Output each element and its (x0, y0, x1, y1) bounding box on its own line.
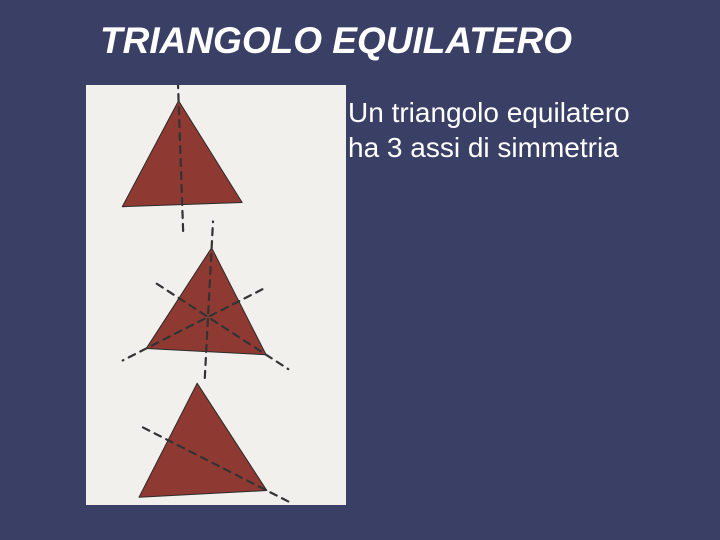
body-text-line-2: ha 3 assi di simmetria (348, 130, 630, 165)
triangle-icon (122, 217, 296, 382)
body-text: Un triangolo equilatero ha 3 assi di sim… (348, 95, 630, 165)
slide-title: TRIANGOLO EQUILATERO (100, 20, 572, 62)
slide: TRIANGOLO EQUILATERO Un triangolo equila… (0, 0, 720, 540)
triangles-figure (86, 85, 346, 505)
body-text-line-1: Un triangolo equilatero (348, 95, 630, 130)
triangles-svg (86, 85, 346, 505)
triangle-icon (118, 85, 243, 233)
triangle-icon (133, 379, 292, 505)
